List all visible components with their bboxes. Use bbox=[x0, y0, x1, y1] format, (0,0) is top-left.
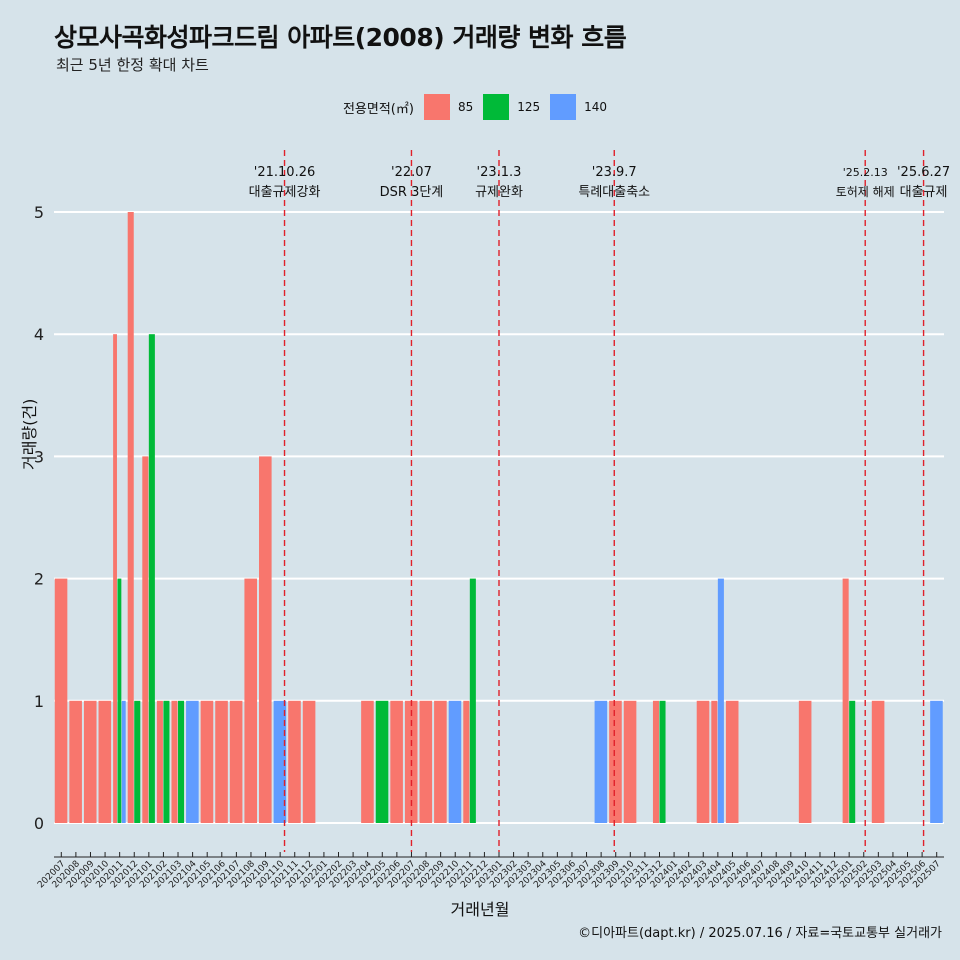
event-date-3: '23.9.7 bbox=[592, 165, 637, 180]
event-label-0: 대출규제강화 bbox=[249, 185, 321, 200]
event-label-4: 토허제 해제 bbox=[836, 185, 895, 199]
bar-202103-125 bbox=[178, 700, 185, 823]
bar-202211-85 bbox=[463, 700, 470, 823]
bar-202309-85 bbox=[609, 700, 622, 823]
bar-202501-125 bbox=[849, 700, 856, 823]
bar-202112-85 bbox=[302, 700, 316, 823]
event-date-5: '25.6.27 bbox=[897, 165, 950, 180]
bar-202109-85 bbox=[259, 456, 272, 823]
bar-202310-85 bbox=[623, 700, 637, 823]
y-tick-label-4: 4 bbox=[34, 325, 44, 344]
y-tick-label-0: 0 bbox=[34, 814, 44, 833]
bar-202108-85 bbox=[244, 578, 258, 823]
bar-202011-140 bbox=[121, 700, 126, 823]
bar-202208-85 bbox=[419, 700, 433, 823]
bar-202404-140 bbox=[717, 578, 724, 823]
bar-202106-85 bbox=[215, 700, 228, 823]
bar-202010-85 bbox=[98, 700, 112, 823]
bar-202102-125 bbox=[163, 700, 170, 823]
bar-202312-85 bbox=[652, 700, 659, 823]
bar-202209-85 bbox=[434, 700, 447, 823]
bar-202107-85 bbox=[229, 700, 243, 823]
y-tick-label-3: 3 bbox=[34, 447, 44, 466]
bar-202205-125 bbox=[375, 700, 389, 823]
bar-202009-85 bbox=[83, 700, 97, 823]
legend-label-85: 85 bbox=[457, 100, 474, 114]
chart-title: 상모사곡화성파크드림 아파트(2008) 거래량 변화 흐름 bbox=[54, 23, 627, 52]
bar-202403-85 bbox=[696, 700, 710, 823]
bar-202410-85 bbox=[798, 700, 812, 823]
bar-202503-85 bbox=[871, 700, 885, 823]
legend-label-140: 140 bbox=[584, 100, 608, 114]
bar-202012-85 bbox=[127, 212, 134, 823]
bar-202007-85 bbox=[54, 578, 68, 823]
bar-202011-85 bbox=[113, 334, 117, 823]
bar-202011-125 bbox=[117, 578, 122, 823]
legend-swatch-85 bbox=[423, 94, 450, 120]
legend-item-140: 140 bbox=[550, 94, 607, 120]
event-date-0: '21.10.26 bbox=[254, 165, 315, 180]
legend-title: 전용면적(㎡) bbox=[342, 101, 414, 117]
legend-label-125: 125 bbox=[517, 100, 541, 114]
event-label-3: 특례대출축소 bbox=[578, 185, 650, 200]
bar-202008-85 bbox=[69, 700, 82, 823]
y-tick-label-5: 5 bbox=[34, 203, 44, 222]
bar-202102-85 bbox=[156, 700, 163, 823]
legend-item-85: 85 bbox=[423, 94, 474, 120]
y-axis-label: 거래량(건) bbox=[20, 398, 39, 470]
source-caption: ©디아파트(dapt.kr) / 2025.07.16 / 자료=국토교통부 실… bbox=[578, 926, 942, 941]
bar-202404-85 bbox=[711, 700, 718, 823]
bar-202501-85 bbox=[842, 578, 849, 823]
bar-202101-125 bbox=[148, 334, 155, 823]
bar-202308-140 bbox=[594, 700, 608, 823]
bar-202104-140 bbox=[186, 700, 199, 823]
bar-202101-85 bbox=[142, 456, 149, 823]
event-label-2: 규제완화 bbox=[475, 185, 523, 200]
bar-202405-85 bbox=[725, 700, 739, 823]
bar-202105-85 bbox=[200, 700, 214, 823]
legend: 전용면적(㎡) 85 125 140 bbox=[0, 90, 960, 124]
bar-202210-140 bbox=[448, 700, 462, 823]
bar-202012-125 bbox=[134, 700, 141, 823]
event-date-1: '22.07 bbox=[391, 165, 432, 180]
legend-swatch-125 bbox=[483, 94, 510, 120]
x-axis-label: 거래년월 bbox=[450, 900, 510, 919]
event-label-5: 대출규제 bbox=[900, 185, 948, 200]
bar-202110-140 bbox=[273, 700, 287, 823]
bar-202206-85 bbox=[390, 700, 403, 823]
bar-202103-85 bbox=[171, 700, 178, 823]
y-tick-label-1: 1 bbox=[34, 692, 44, 711]
bar-202312-125 bbox=[659, 700, 666, 823]
bar-202507-140 bbox=[930, 700, 943, 823]
y-tick-label-2: 2 bbox=[34, 570, 44, 589]
legend-swatch-140 bbox=[550, 94, 577, 120]
bar-202111-85 bbox=[288, 700, 301, 823]
event-date-2: '23.1.3 bbox=[477, 165, 522, 180]
event-date-4: '25.2.13 bbox=[843, 166, 888, 179]
legend-item-125: 125 bbox=[483, 94, 540, 120]
chart-subtitle: 최근 5년 한정 확대 차트 bbox=[56, 56, 209, 74]
bar-202211-125 bbox=[469, 578, 476, 823]
bar-202204-85 bbox=[361, 700, 374, 823]
event-label-1: DSR 3단계 bbox=[380, 185, 444, 200]
